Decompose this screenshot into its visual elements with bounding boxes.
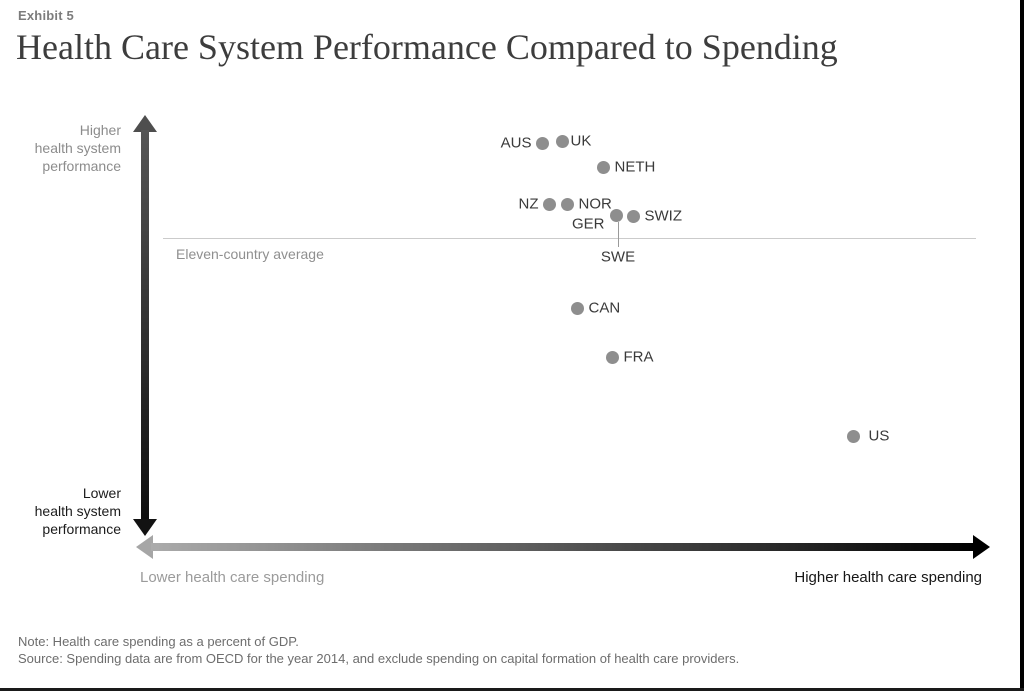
point-label-neth: NETH — [614, 158, 656, 176]
x-axis-arrow — [136, 535, 990, 559]
y-axis-shaft — [141, 130, 149, 521]
point-label-fra: FRA — [623, 348, 654, 366]
point-label-swiz: SWIZ — [644, 207, 683, 225]
point-label-aus: AUS — [500, 134, 532, 152]
point-dot-can — [570, 301, 584, 315]
point-dot-uk — [555, 134, 569, 148]
point-label-nz: NZ — [518, 195, 539, 213]
y-axis-label-low: Lower health system performance — [34, 485, 121, 537]
point-dot-nz — [542, 197, 556, 211]
point-label-us: US — [868, 427, 890, 445]
frame-border-bottom — [0, 688, 1024, 691]
y-axis-arrowhead-up-icon — [133, 115, 157, 132]
point-dot-ger — [609, 208, 623, 222]
x-axis-label-low: Lower health care spending — [140, 569, 325, 586]
page-title: Health Care System Performance Compared … — [16, 27, 838, 67]
x-axis-label-high: Higher health care spending — [794, 569, 982, 586]
note-line: Note: Health care spending as a percent … — [18, 634, 299, 649]
source-line: Source: Spending data are from OECD for … — [18, 651, 740, 666]
y-axis-arrowhead-down-icon — [133, 519, 157, 536]
x-axis-shaft — [151, 543, 975, 551]
swe-leader-line — [618, 222, 619, 247]
y-axis-arrow — [133, 115, 157, 536]
point-label-can: CAN — [588, 299, 621, 317]
point-dot-neth — [596, 160, 610, 174]
swe-point-label: SWE — [600, 248, 636, 266]
frame-border-right — [1020, 0, 1024, 691]
point-dot-aus — [535, 136, 549, 150]
exhibit-label: Exhibit 5 — [18, 8, 74, 23]
point-label-nor: NOR — [578, 195, 612, 213]
average-line — [163, 238, 976, 239]
point-label-ger: GER — [571, 215, 605, 233]
average-line-label: Eleven-country average — [176, 246, 324, 262]
point-label-uk: UK — [570, 132, 592, 150]
point-dot-swiz — [626, 209, 640, 223]
point-dot-us — [846, 429, 860, 443]
point-dot-nor — [560, 197, 574, 211]
x-axis-arrowhead-left-icon — [136, 535, 153, 559]
y-axis-label-high: Higher health system performance — [34, 122, 121, 174]
point-dot-fra — [605, 350, 619, 364]
x-axis-arrowhead-right-icon — [973, 535, 990, 559]
